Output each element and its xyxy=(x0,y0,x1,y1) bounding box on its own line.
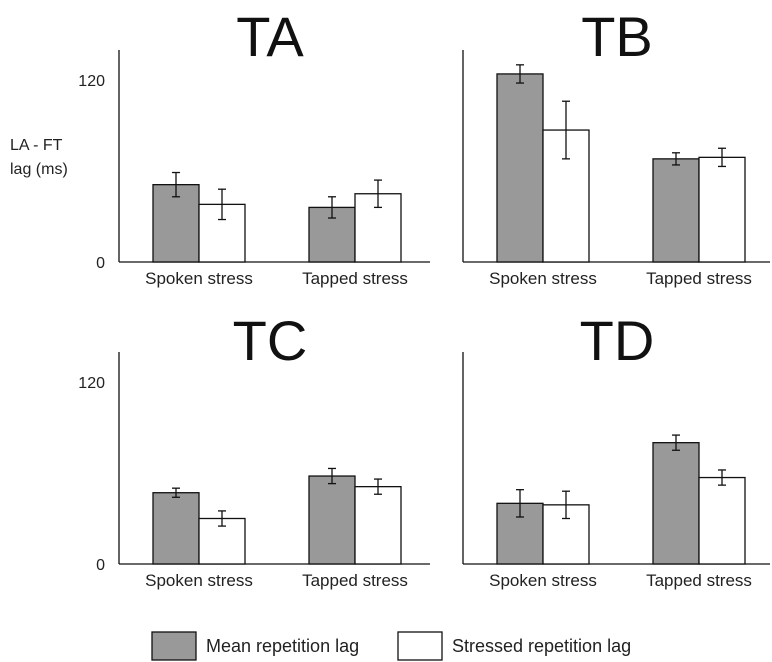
y-axis-label-line-1: LA - FT xyxy=(10,137,63,154)
bar-stressed xyxy=(698,156,746,263)
y-axis-label-line-2: lag (ms) xyxy=(10,161,68,178)
bar-mean xyxy=(496,73,544,263)
category-label: Spoken stress xyxy=(145,571,253,590)
legend-label-mean: Mean repetition lag xyxy=(206,636,359,656)
bar-mean xyxy=(652,158,700,263)
category-label: Spoken stress xyxy=(489,571,597,590)
category-label: Tapped stress xyxy=(302,269,408,288)
category-label: Tapped stress xyxy=(646,269,752,288)
panel-title: TD xyxy=(580,309,655,372)
legend-swatch-stressed xyxy=(397,631,443,661)
chart-panel-tc: TC 0 120 Spoken stress Tapped stress xyxy=(78,309,430,590)
bar-stressed xyxy=(354,485,402,565)
y-tick-label: 0 xyxy=(96,557,105,574)
bar-stressed xyxy=(698,476,746,565)
legend-swatch-mean xyxy=(151,631,197,661)
legend-label-stressed: Stressed repetition lag xyxy=(452,636,631,656)
y-tick-label: 120 xyxy=(78,375,105,392)
chart-panels: TA 0 120 Spoken stress Tapped stress TB Spoken… xyxy=(78,5,770,590)
panel-title: TA xyxy=(236,5,304,68)
bar-mean xyxy=(652,442,700,565)
bar-stressed xyxy=(198,203,246,263)
chart-panel-td: TD Spoken stress Tapped stress xyxy=(462,309,770,590)
panel-title: TB xyxy=(581,5,653,68)
chart-panel-tb: TB Spoken stress Tapped stress xyxy=(462,5,770,288)
y-tick-label: 120 xyxy=(78,73,105,90)
legend: Mean repetition lag Stressed repetition … xyxy=(151,631,631,661)
category-label: Spoken stress xyxy=(145,269,253,288)
category-label: Tapped stress xyxy=(302,571,408,590)
y-tick-label: 0 xyxy=(96,255,105,272)
chart-panel-ta: TA 0 120 Spoken stress Tapped stress xyxy=(78,5,430,288)
bar-mean xyxy=(152,492,200,565)
bar-mean xyxy=(308,475,356,565)
category-label: Tapped stress xyxy=(646,571,752,590)
category-label: Spoken stress xyxy=(489,269,597,288)
panel-title: TC xyxy=(233,309,308,372)
